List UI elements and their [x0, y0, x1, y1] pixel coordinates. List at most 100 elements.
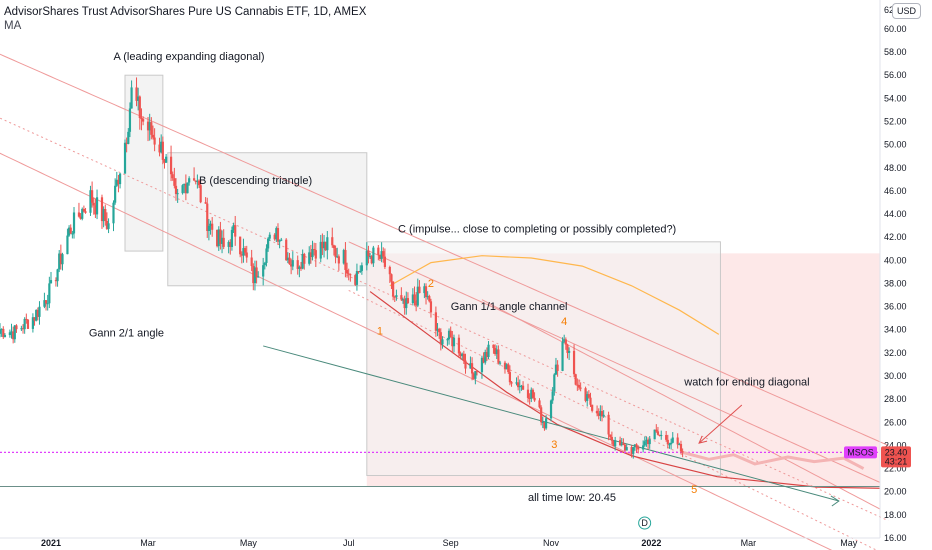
- candle: [625, 444, 628, 451]
- candle-body: [610, 436, 613, 441]
- candle: [390, 273, 393, 290]
- candle: [426, 291, 429, 300]
- x-tick-label: May: [240, 538, 258, 548]
- candle: [653, 429, 656, 440]
- gann-arrow-icon: [830, 495, 840, 507]
- candle-body: [591, 404, 594, 411]
- candle-body: [416, 286, 419, 306]
- currency-button[interactable]: USD: [892, 3, 921, 19]
- candle-body: [171, 174, 174, 179]
- candle-body: [199, 185, 202, 203]
- candle: [186, 182, 189, 194]
- candle: [137, 87, 140, 111]
- candle: [33, 317, 36, 326]
- candle-body: [138, 96, 141, 119]
- candle-body: [311, 248, 314, 258]
- candle: [288, 252, 291, 265]
- y-tick-label: 52.00: [884, 116, 907, 126]
- candle: [520, 384, 523, 391]
- candle-body: [140, 118, 143, 120]
- candle-body: [58, 253, 61, 270]
- candle: [472, 372, 475, 380]
- candle: [572, 344, 576, 378]
- candle: [666, 434, 669, 449]
- candle-body: [347, 273, 350, 275]
- candle: [518, 379, 521, 394]
- candle-body: [160, 141, 163, 153]
- candle-body: [105, 221, 109, 229]
- x-tick-label: 2021: [41, 538, 61, 548]
- candle: [428, 294, 431, 303]
- candle-body: [474, 371, 477, 379]
- candle-body: [648, 439, 651, 445]
- candle-body: [206, 203, 209, 231]
- candle: [469, 356, 472, 369]
- candle-body: [520, 385, 523, 387]
- candle: [3, 333, 7, 338]
- candle-body: [494, 348, 497, 355]
- candle: [291, 251, 294, 271]
- candle-body: [566, 344, 569, 353]
- wave-label-3: 3: [551, 439, 557, 451]
- candle: [474, 370, 477, 385]
- y-tick-label: 46.00: [884, 186, 907, 196]
- candle-body: [61, 254, 64, 265]
- candle-body: [635, 444, 638, 448]
- candle: [230, 226, 234, 251]
- candle: [360, 262, 363, 275]
- candle-body: [107, 223, 110, 229]
- x-tick-label: May: [840, 538, 858, 548]
- candle: [521, 381, 525, 391]
- candle: [36, 307, 39, 321]
- candle: [497, 345, 500, 365]
- candle: [337, 254, 340, 271]
- candle-body: [72, 212, 76, 234]
- candle: [257, 271, 260, 278]
- candle-body: [403, 299, 406, 309]
- candle-body: [668, 444, 671, 446]
- candle: [150, 117, 153, 140]
- candle-body: [291, 260, 294, 267]
- candle: [95, 189, 99, 220]
- candle-body: [326, 237, 329, 251]
- candle: [531, 388, 535, 399]
- candle: [656, 426, 660, 436]
- candle: [589, 392, 592, 407]
- candle-body: [66, 235, 69, 255]
- candle-body: [393, 296, 396, 298]
- candle-body: [665, 435, 668, 440]
- candle: [91, 181, 94, 208]
- gann-21-line: [263, 345, 840, 502]
- candle-body: [49, 280, 53, 284]
- candle-body: [183, 183, 186, 186]
- candle: [262, 257, 265, 286]
- candle: [234, 215, 237, 246]
- candle-body: [418, 286, 421, 294]
- candle: [48, 276, 51, 309]
- candle: [117, 174, 120, 193]
- candle: [250, 249, 253, 272]
- candle-body: [46, 303, 49, 305]
- candle-body: [447, 330, 451, 340]
- candle-body: [15, 325, 18, 330]
- channel-line: [0, 53, 889, 446]
- candle: [382, 247, 385, 263]
- candle: [464, 353, 467, 374]
- x-tick-label: Sep: [443, 538, 459, 548]
- candle-body: [382, 251, 385, 257]
- candle-body: [59, 253, 62, 265]
- candle: [365, 242, 368, 271]
- candle-countdown: 43:21: [885, 456, 908, 466]
- candle: [67, 225, 71, 237]
- y-tick-label: 16.00: [884, 533, 907, 543]
- candle: [146, 116, 150, 142]
- indicator-label[interactable]: MA: [4, 20, 22, 32]
- candle-body: [125, 142, 128, 144]
- y-tick-label: 32.00: [884, 348, 907, 358]
- candle-body: [38, 306, 41, 317]
- candle-body: [25, 318, 28, 320]
- candle: [507, 362, 510, 374]
- candle-body: [54, 280, 58, 282]
- candle-body: [485, 352, 488, 357]
